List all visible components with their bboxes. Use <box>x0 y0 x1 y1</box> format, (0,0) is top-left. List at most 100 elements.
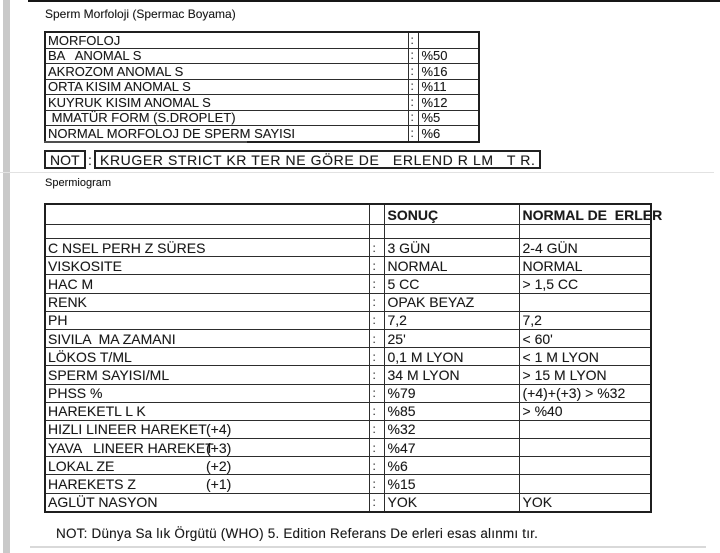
row-label: LOKAL ZE (+2) <box>44 456 370 476</box>
table-row: HAREKETS Z (+1) : %15 <box>44 474 652 494</box>
row-normal-value: (+4)+(+3) > %32 <box>518 383 652 403</box>
row-label: VISKOSITE <box>44 256 370 276</box>
header-empty <box>368 203 385 225</box>
row-result: %47 <box>383 438 520 458</box>
row-normal-value: > 1,5 CC <box>518 274 652 294</box>
row-marker: (+4) <box>206 421 232 438</box>
table-row: HIZLI LINEER HAREKET (+4) : %32 <box>44 419 652 440</box>
table-blank-row <box>44 224 652 239</box>
row-label-text: SPERM SAYISI/ML <box>48 366 170 383</box>
row-colon: : <box>368 237 385 258</box>
table-row: SPERM SAYISI/ML : 34 M LYON > 15 M LYON <box>44 365 652 385</box>
row-label-text: AGLÜT NASYON <box>48 494 158 511</box>
row-label: BA ANOMAL S <box>44 47 409 64</box>
row-label: MMATÜR FORM (S.DROPLET) <box>44 109 409 126</box>
row-label: ORTA KISIM ANOMAL S <box>44 78 409 95</box>
row-normal-value: YOK <box>518 492 652 513</box>
row-label-text: SIVILA MA ZAMANI <box>48 330 176 347</box>
row-result: 7,2 <box>383 310 520 330</box>
row-normal-value: < 60' <box>518 328 652 349</box>
table-row: AKROZOM ANOMAL S : %16 <box>44 63 480 80</box>
scan-left-strip <box>3 0 10 553</box>
row-label-text: HAC M <box>48 275 94 292</box>
scan-artifact-line <box>44 141 247 143</box>
row-colon: : <box>407 94 419 111</box>
header-sonuc: SONUÇ <box>383 203 520 225</box>
row-result: 5 CC <box>383 274 520 294</box>
row-value: %16 <box>417 63 480 80</box>
note-colon: : <box>88 151 92 168</box>
table-row: HAC M : 5 CC > 1,5 CC <box>44 274 652 294</box>
row-normal-value: > %40 <box>518 401 652 421</box>
row-colon: : <box>368 438 385 458</box>
table-row: LÖKOS T/ML : 0,1 M LYON < 1 M LYON <box>44 347 652 367</box>
row-colon: : <box>368 328 385 349</box>
row-label-text: PH <box>48 312 68 329</box>
table-header-row: SONUÇ NORMAL DE ERLER <box>44 203 662 225</box>
row-label: HAREKETS Z (+1) <box>44 474 370 494</box>
row-colon: : <box>368 347 385 367</box>
row-label: NORMAL MORFOLOJ DE SPERM SAYISI <box>44 125 409 142</box>
row-result: %15 <box>383 474 520 494</box>
table-row: YAVA LINEER HAREKET (+3) : %47 <box>44 438 652 458</box>
row-colon: : <box>407 78 419 95</box>
row-value: %6 <box>417 125 480 142</box>
row-label-text: HIZLI LINEER HAREKET <box>48 421 207 438</box>
row-result: NORMAL <box>383 256 520 276</box>
blank-cell <box>44 224 370 239</box>
row-normal-value <box>518 419 652 440</box>
row-label-text: HAREKETS Z <box>48 476 136 493</box>
row-result: 0,1 M LYON <box>383 347 520 367</box>
table-row: AGLÜT NASYON : YOK YOK <box>44 492 652 513</box>
row-label: AKROZOM ANOMAL S <box>44 63 409 80</box>
row-colon: : <box>368 456 385 476</box>
row-colon: : <box>368 256 385 276</box>
row-colon: : <box>368 383 385 403</box>
table-row: LOKAL ZE (+2) : %6 <box>44 456 652 476</box>
table-row: MMATÜR FORM (S.DROPLET) : %5 <box>44 109 480 126</box>
row-label-text: YAVA LINEER HAREKET <box>48 439 214 456</box>
row-colon: : <box>407 31 419 49</box>
row-label: AGLÜT NASYON <box>44 492 370 513</box>
row-colon: : <box>368 492 385 513</box>
table-row: ORTA KISIM ANOMAL S : %11 <box>44 78 480 95</box>
row-label-text: VISKOSITE <box>48 257 122 274</box>
row-result: 34 M LYON <box>383 365 520 385</box>
row-label: LÖKOS T/ML <box>44 347 370 367</box>
row-normal-value: < 1 M LYON <box>518 347 652 367</box>
row-marker: (+1) <box>206 476 232 493</box>
row-normal-value <box>518 292 652 312</box>
row-normal-value: 7,2 <box>518 310 652 330</box>
row-label: SIVILA MA ZAMANI <box>44 328 370 349</box>
scan-bottom-line <box>30 546 706 548</box>
spermiogram-table: SONUÇ NORMAL DE ERLER C NSEL PERH Z SÜRE… <box>44 203 662 513</box>
row-label-text: LOKAL ZE <box>48 457 115 474</box>
kruger-note: NOT : KRUGER STRICT KR TER NE GÖRE DE ER… <box>44 150 541 169</box>
row-label: KUYRUK KISIM ANOMAL S <box>44 94 409 111</box>
table-row: KUYRUK KISIM ANOMAL S : %12 <box>44 94 480 111</box>
blank-cell <box>368 224 385 239</box>
row-label: PHSS % <box>44 383 370 403</box>
table-row: SIVILA MA ZAMANI : 25' < 60' <box>44 328 652 349</box>
row-colon: : <box>368 365 385 385</box>
morphology-table: MORFOLOJ : BA ANOMAL S : %50 AKROZOM ANO… <box>44 31 480 143</box>
header-empty <box>44 203 370 225</box>
row-label-text: PHSS % <box>48 385 103 402</box>
row-colon: : <box>407 47 419 64</box>
header-normal-values: NORMAL DE ERLER <box>518 203 662 225</box>
row-marker: (+2) <box>206 457 232 474</box>
row-normal-value: > 15 M LYON <box>518 365 652 385</box>
row-result: 3 GÜN <box>383 237 520 258</box>
row-colon: : <box>368 474 385 494</box>
table-row: C NSEL PERH Z SÜRES : 3 GÜN 2-4 GÜN <box>44 237 652 258</box>
row-label: HAC M <box>44 274 370 294</box>
row-label: PH <box>44 310 370 330</box>
row-label: YAVA LINEER HAREKET (+3) <box>44 438 370 458</box>
row-label: HIZLI LINEER HAREKET (+4) <box>44 419 370 440</box>
row-label: SPERM SAYISI/ML <box>44 365 370 385</box>
row-colon: : <box>368 419 385 440</box>
row-normal-value <box>518 438 652 458</box>
table-row: MORFOLOJ : <box>44 31 480 49</box>
spermiogram-section-title: Spermiogram <box>45 177 112 189</box>
row-result: %85 <box>383 401 520 421</box>
